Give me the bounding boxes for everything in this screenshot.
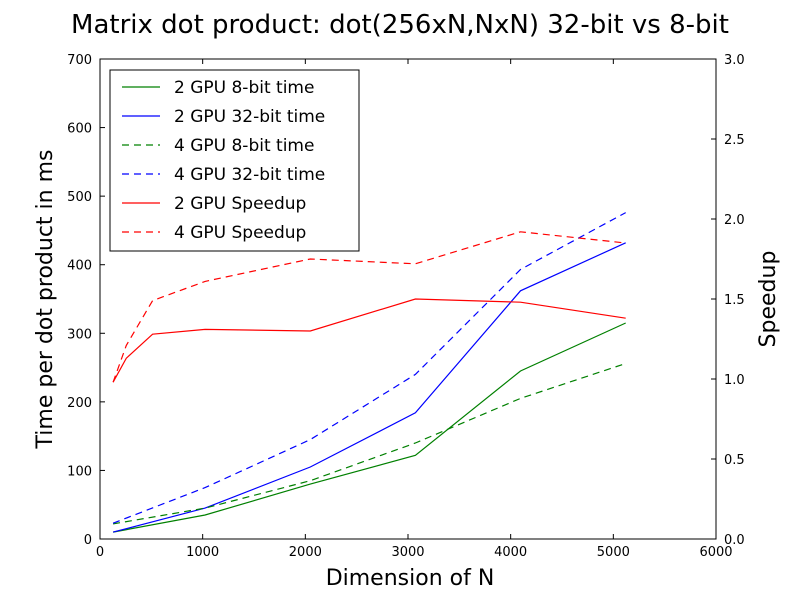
series-line-3 — [112, 212, 626, 524]
y-tick-label: 100 — [67, 464, 92, 479]
legend-label-4: 2 GPU Speedup — [174, 194, 306, 214]
y2-tick-label: 3.0 — [724, 53, 745, 68]
legend: 2 GPU 8-bit time 2 GPU 32-bit time 4 GPU 8… — [109, 69, 360, 252]
plot-lines — [112, 212, 626, 533]
y2-axis-label: Speedup — [756, 251, 781, 348]
y-tick-label: 300 — [67, 327, 92, 342]
series-line-1 — [112, 242, 626, 533]
y-tick-label: 200 — [67, 396, 92, 411]
legend-label-3: 4 GPU 32-bit time — [174, 165, 325, 185]
y2-tick-label: 1.5 — [724, 293, 745, 308]
x-tick-label: 0 — [96, 545, 104, 560]
y2-tick-label: 0.5 — [724, 453, 745, 468]
legend-label-1: 2 GPU 32-bit time — [174, 107, 325, 127]
y-tick-label: 500 — [67, 190, 92, 205]
y-tick-label: 700 — [67, 53, 92, 68]
y-tick-label: 600 — [67, 122, 92, 137]
chart-title: Matrix dot product: dot(256xN,NxN) 32-bi… — [71, 10, 729, 40]
series-line-0 — [112, 322, 626, 533]
y2-tick-label: 2.0 — [724, 213, 745, 228]
y2-tick-label: 0.0 — [724, 533, 745, 548]
y2-tick-label: 1.0 — [724, 373, 745, 388]
legend-label-5: 4 GPU Speedup — [174, 223, 306, 243]
x-tick-label: 3000 — [391, 545, 424, 560]
series-line-2 — [112, 362, 626, 525]
x-tick-label: 6000 — [699, 545, 732, 560]
x-tick-label: 2000 — [289, 545, 322, 560]
x-tick-label: 5000 — [597, 545, 630, 560]
legend-label-0: 2 GPU 8-bit time — [174, 78, 314, 98]
x-tick-label: 4000 — [494, 545, 527, 560]
y-axis-label: Time per dot product in ms — [33, 150, 58, 450]
legend-box — [109, 69, 360, 252]
x-tick-label: 1000 — [186, 545, 219, 560]
axis-ticks: 0 1000 2000 3000 4000 5000 6000 0 100 200 300 400 50… — [67, 53, 745, 560]
series-line-4 — [112, 298, 626, 383]
x-axis-label: Dimension of N — [326, 566, 495, 591]
y-tick-label: 0 — [84, 533, 92, 548]
legend-label-2: 4 GPU 8-bit time — [174, 136, 314, 156]
y-tick-label: 400 — [67, 259, 92, 274]
y2-tick-label: 2.5 — [724, 133, 745, 148]
